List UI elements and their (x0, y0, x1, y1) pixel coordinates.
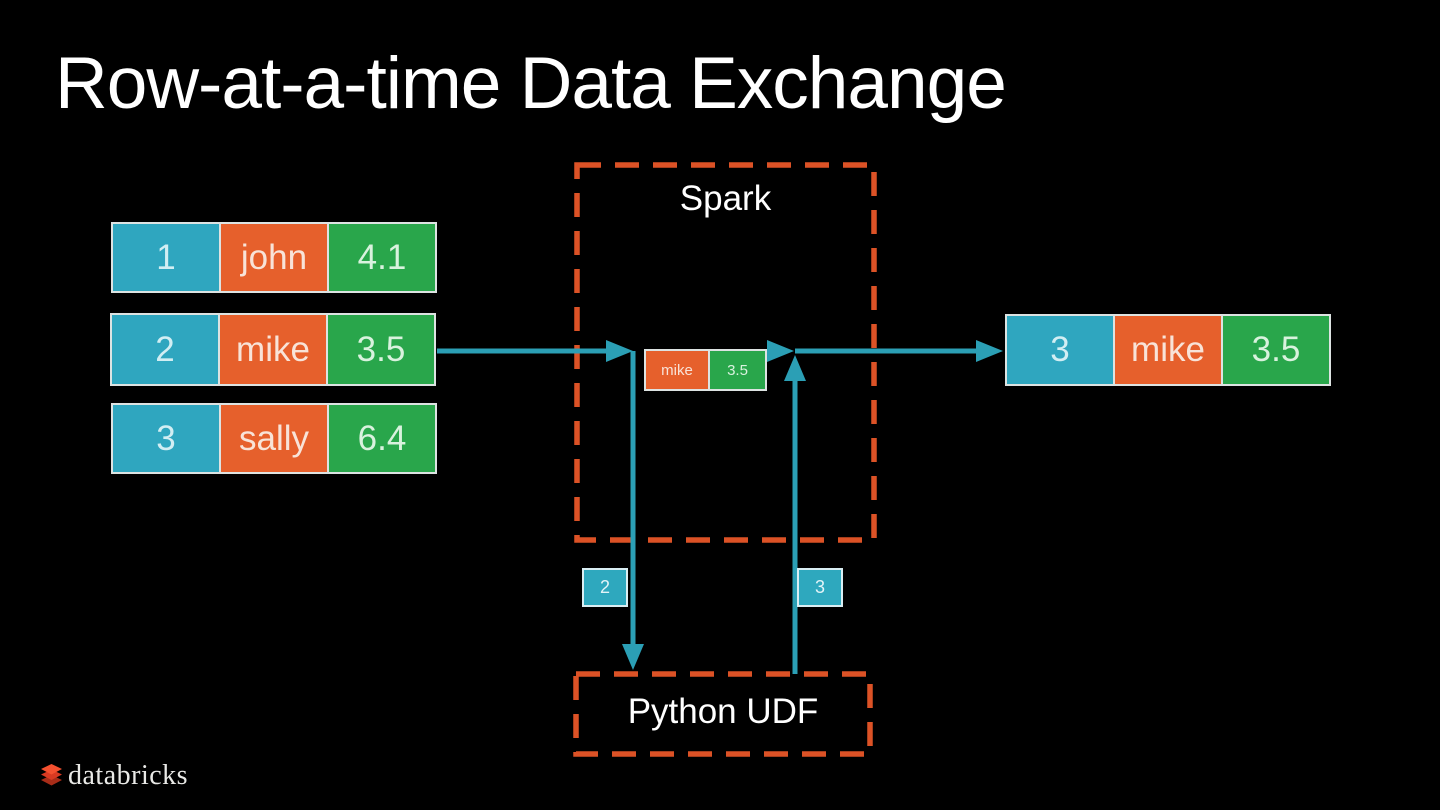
databricks-logo-icon (41, 764, 62, 786)
input-row-id-cell: 3 (111, 403, 221, 474)
arrow-spark-to-python-head (622, 644, 644, 670)
input-table-row: 1 john 4.1 (111, 222, 437, 293)
step-tag-from-python: 3 (797, 568, 843, 607)
input-row-value-cell: 6.4 (327, 403, 437, 474)
exchange-row-name-cell: mike (644, 349, 710, 391)
output-row-id-cell: 3 (1005, 314, 1115, 386)
arrow-row-to-junction-head (767, 340, 794, 362)
output-row-value-cell: 3.5 (1221, 314, 1331, 386)
input-table-row: 2 mike 3.5 (110, 313, 436, 386)
spark-exchange-row: mike 3.5 (644, 349, 767, 391)
spark-box-label: Spark (679, 179, 772, 218)
input-row-name-cell: john (219, 222, 329, 293)
input-row-name-cell: mike (218, 313, 328, 386)
input-row-id-cell: 1 (111, 222, 221, 293)
arrow-python-to-spark-head (784, 355, 806, 381)
input-row-id-cell: 2 (110, 313, 220, 386)
databricks-logo-text: databricks (68, 760, 189, 791)
exchange-row-value-cell: 3.5 (708, 349, 767, 391)
output-row-name-cell: mike (1113, 314, 1223, 386)
input-row-value-cell: 3.5 (326, 313, 436, 386)
arrow-input-to-spark-head (606, 340, 633, 362)
input-row-value-cell: 4.1 (327, 222, 437, 293)
step-tag-to-python: 2 (582, 568, 628, 607)
input-row-name-cell: sally (219, 403, 329, 474)
arrow-spark-to-output-head (976, 340, 1003, 362)
output-table-row: 3 mike 3.5 (1005, 314, 1331, 386)
python-udf-box-label: Python UDF (627, 692, 819, 731)
page-title: Row-at-a-time Data Exchange (55, 43, 1007, 124)
databricks-logo: databricks (40, 760, 188, 792)
input-table-row: 3 sally 6.4 (111, 403, 437, 474)
